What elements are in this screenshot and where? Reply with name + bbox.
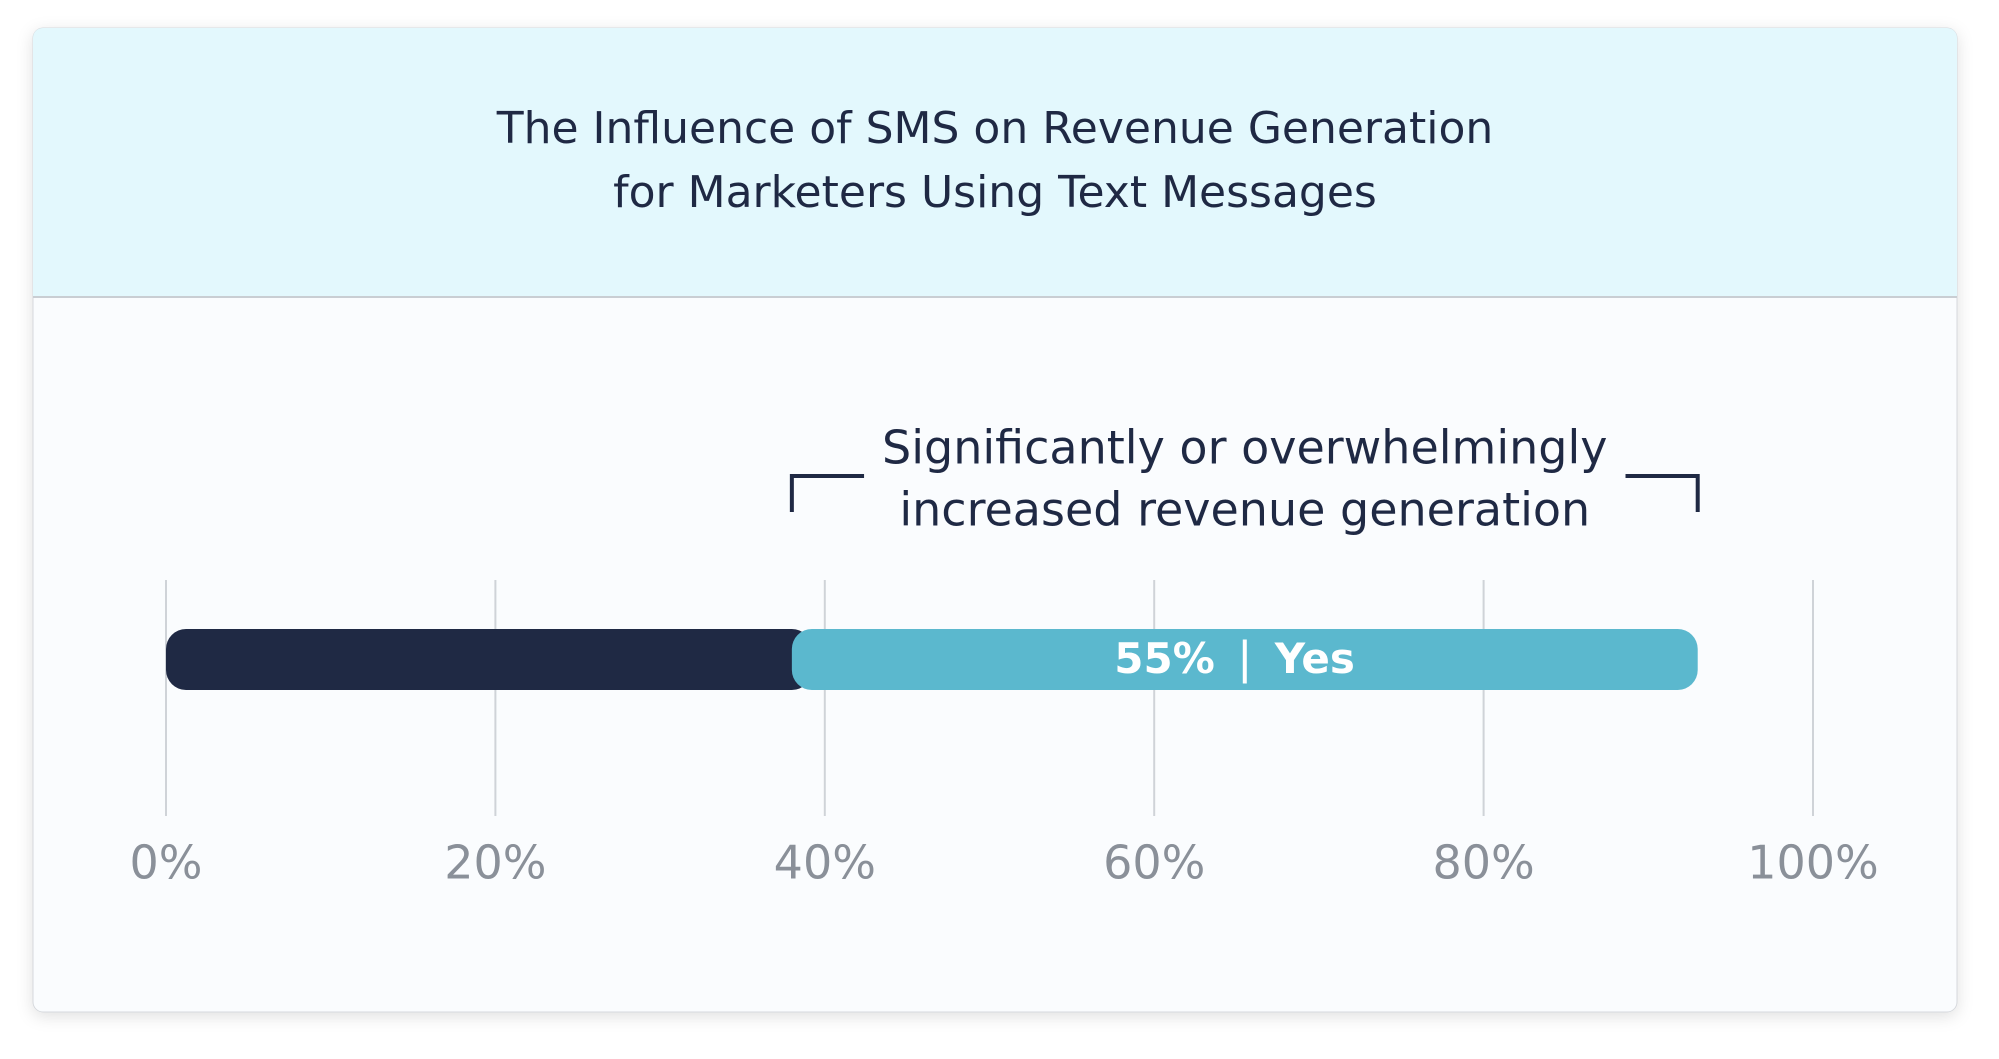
annotation: increased revenue generation bbox=[899, 483, 1590, 537]
data-label: 55% bbox=[1114, 634, 1215, 683]
bar-segment bbox=[166, 629, 812, 690]
annotation: Significantly or overwhelmingly bbox=[882, 421, 1607, 475]
series-name: Yes bbox=[1274, 634, 1355, 683]
bracket bbox=[789, 474, 865, 512]
x-tick-label: 0% bbox=[130, 836, 203, 890]
bracket bbox=[1625, 474, 1700, 512]
x-tick-label: 100% bbox=[1747, 836, 1879, 890]
header bbox=[33, 28, 1957, 297]
chart-title: for Marketers Using Text Messages bbox=[613, 167, 1377, 218]
x-tick-label: 20% bbox=[444, 836, 546, 890]
x-tick-label: 60% bbox=[1103, 836, 1205, 890]
chart-title: The Influence of SMS on Revenue Generati… bbox=[496, 103, 1494, 154]
x-tick-label: 40% bbox=[774, 836, 876, 890]
x-tick-label: 80% bbox=[1432, 836, 1534, 890]
